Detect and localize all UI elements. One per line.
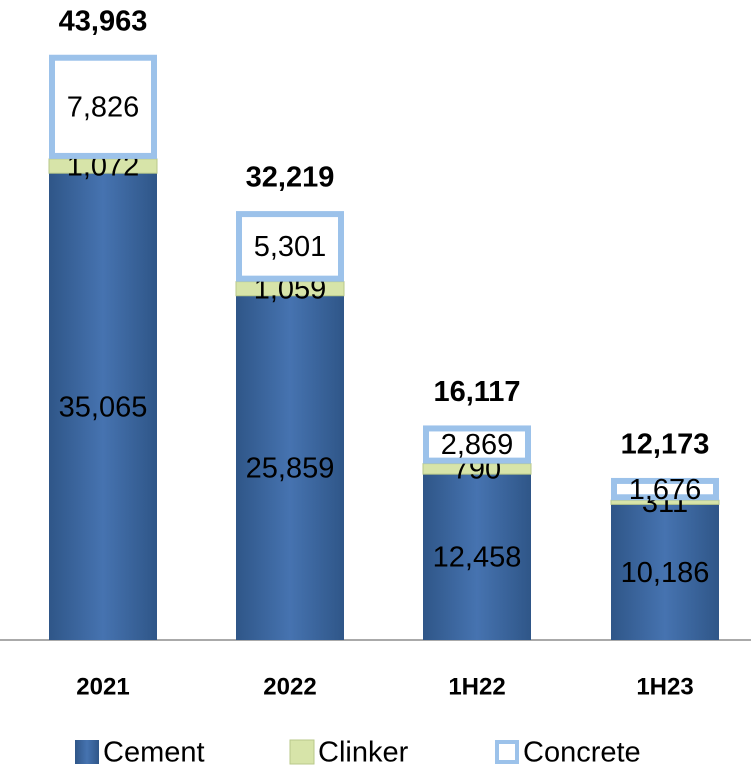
data-label: 10,186 bbox=[621, 557, 710, 589]
legend-label: Concrete bbox=[523, 737, 641, 766]
legend-label: Clinker bbox=[318, 737, 409, 766]
x-tick-label: 1H22 bbox=[448, 673, 505, 700]
data-label: 2,869 bbox=[441, 429, 514, 461]
total-label: 12,173 bbox=[621, 429, 710, 461]
legend-label: Cement bbox=[103, 737, 205, 766]
bar-segment bbox=[49, 173, 157, 640]
legend-swatch bbox=[75, 740, 99, 764]
data-label: 35,065 bbox=[59, 391, 148, 423]
data-label: 5,301 bbox=[254, 231, 327, 263]
x-tick-label: 2022 bbox=[263, 673, 316, 700]
bar-segment bbox=[611, 504, 719, 640]
x-tick-label: 1H23 bbox=[636, 673, 693, 700]
bar-segment bbox=[49, 54, 157, 159]
data-label: 12,458 bbox=[433, 542, 522, 574]
data-label: 7,826 bbox=[67, 91, 140, 123]
bar-segment bbox=[423, 474, 531, 640]
bar-segment bbox=[236, 295, 344, 640]
bar-segment bbox=[236, 211, 344, 282]
total-label: 43,963 bbox=[59, 5, 148, 37]
bar-segment bbox=[48, 158, 158, 174]
bar-segment bbox=[423, 425, 531, 464]
bar-segment bbox=[611, 477, 719, 501]
total-label: 32,219 bbox=[246, 162, 335, 194]
data-label: 1,676 bbox=[629, 474, 702, 506]
data-label: 25,859 bbox=[246, 453, 335, 485]
x-tick-label: 2021 bbox=[76, 673, 129, 700]
bar-segment bbox=[610, 499, 720, 505]
legend-swatch bbox=[289, 739, 315, 765]
legend-swatch bbox=[495, 740, 519, 764]
total-label: 16,117 bbox=[433, 376, 520, 408]
